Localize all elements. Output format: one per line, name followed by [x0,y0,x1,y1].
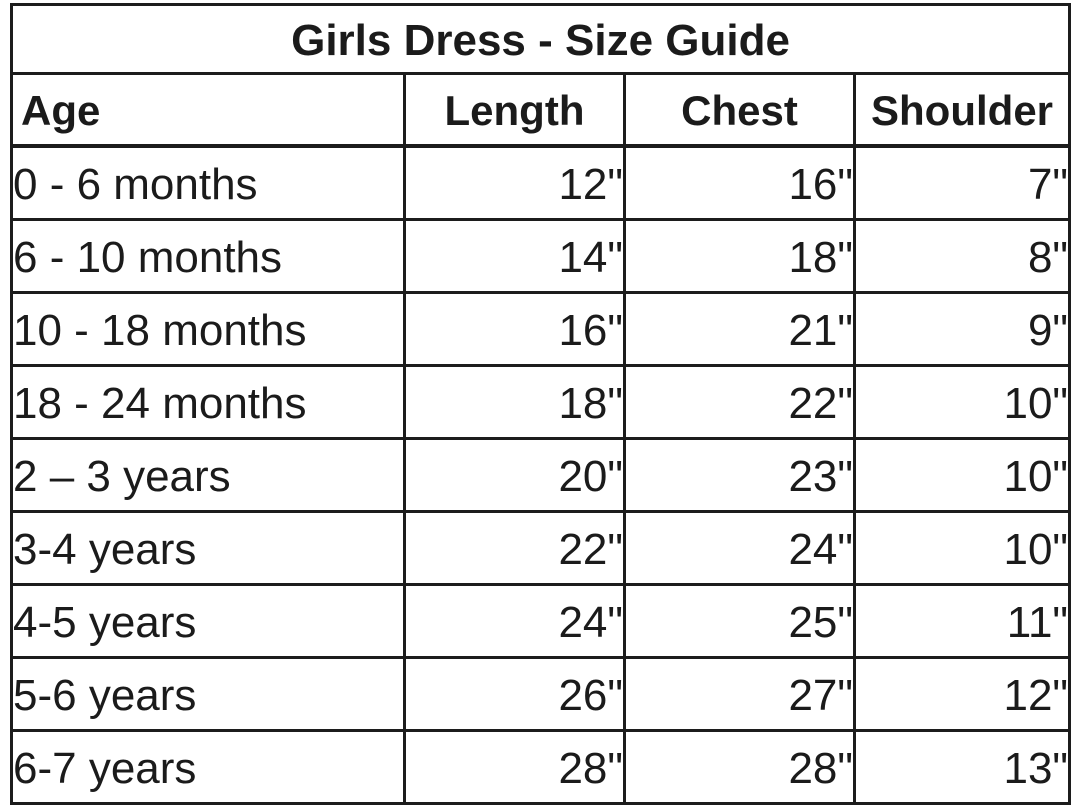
length-cell: 26" [403,656,626,732]
table-row: 10 - 18 months 16" 21" 9" [10,291,1072,367]
age-cell: 4-5 years [10,583,406,659]
chest-cell: 25" [623,583,856,659]
shoulder-cell: 8" [852,218,1072,294]
shoulder-cell: 9" [852,291,1072,367]
column-header-shoulder: Shoulder [852,72,1072,148]
shoulder-cell: 7" [852,144,1072,221]
table-title: Girls Dress - Size Guide [9,3,1072,75]
chest-cell: 28" [623,729,856,805]
chest-cell: 23" [623,437,856,513]
shoulder-cell: 12" [852,656,1072,732]
shoulder-cell: 10" [852,437,1072,513]
age-cell: 0 - 6 months [10,144,406,221]
table-row: 18 - 24 months 18" 22" 10" [10,364,1072,440]
size-guide-table: Girls Dress - Size Guide Age Length Ches… [9,3,1072,805]
length-cell: 18" [403,364,626,440]
length-cell: 20" [403,437,626,513]
shoulder-cell: 11" [852,583,1072,659]
column-header-age: Age [10,72,406,148]
length-cell: 22" [403,510,626,586]
table-row: 5-6 years 26" 27" 12" [10,656,1072,732]
shoulder-cell: 13" [852,729,1072,805]
age-cell: 6 - 10 months [10,218,406,294]
chest-cell: 18" [623,218,856,294]
length-cell: 12" [403,144,626,221]
age-cell: 5-6 years [10,656,406,732]
age-cell: 18 - 24 months [10,364,406,440]
length-cell: 16" [403,291,626,367]
table-row: 2 – 3 years 20" 23" 10" [10,437,1072,513]
table-row: 4-5 years 24" 25" 11" [10,583,1072,659]
length-cell: 24" [403,583,626,659]
column-header-chest: Chest [623,72,856,148]
column-header-length: Length [403,72,626,148]
table-row: 3-4 years 22" 24" 10" [10,510,1072,586]
table-row: 0 - 6 months 12" 16" 7" [10,144,1072,221]
table-row: 6-7 years 28" 28" 13" [10,729,1072,805]
shoulder-cell: 10" [852,510,1072,586]
chest-cell: 21" [623,291,856,367]
table-row: 6 - 10 months 14" 18" 8" [10,218,1072,294]
age-cell: 10 - 18 months [10,291,406,367]
length-cell: 28" [403,729,626,805]
age-cell: 3-4 years [10,510,406,586]
age-cell: 2 – 3 years [10,437,406,513]
chest-cell: 24" [623,510,856,586]
chest-cell: 22" [623,364,856,440]
shoulder-cell: 10" [852,364,1072,440]
title-row: Girls Dress - Size Guide [9,3,1072,75]
age-cell: 6-7 years [10,729,406,805]
header-row: Age Length Chest Shoulder [10,72,1072,148]
chest-cell: 27" [623,656,856,732]
chest-cell: 16" [623,144,856,221]
length-cell: 14" [403,218,626,294]
